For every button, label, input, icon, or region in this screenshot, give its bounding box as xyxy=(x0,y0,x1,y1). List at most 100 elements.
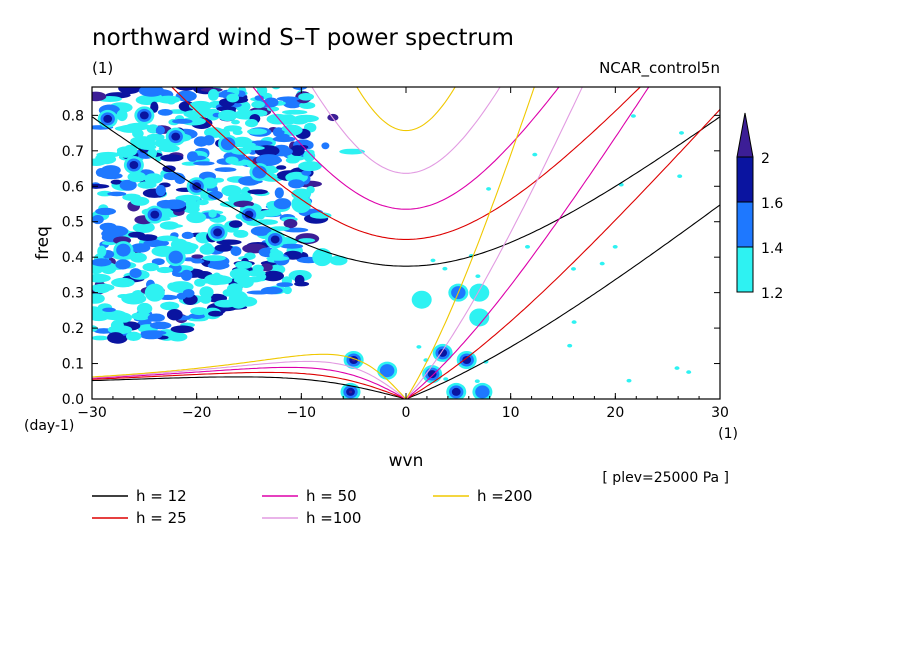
legend: h = 12 h = 25 h = 50 h =100 h =200 xyxy=(92,487,532,527)
spectrum-speckle xyxy=(292,87,308,91)
spectrum-speckle xyxy=(251,100,265,109)
spectrum-speckle xyxy=(260,263,273,272)
spectrum-blob xyxy=(265,230,286,249)
spectrum-speckle xyxy=(116,109,128,122)
axis-ticks: −30 −20 −10 0 10 20 30 0.0 0.1 0.2 0.3 0.4 0.5 0.6 0.7… xyxy=(62,87,729,421)
x-tick-label: 20 xyxy=(606,405,624,421)
spectrum-blob xyxy=(134,106,155,125)
spectrum-speckle xyxy=(123,144,138,157)
spectrum-speckle xyxy=(214,167,237,173)
spectrum-speckle xyxy=(298,93,314,101)
spectrum-speckle xyxy=(110,179,123,185)
spectrum-speckle xyxy=(92,214,104,225)
spectrum-speckle xyxy=(288,179,305,189)
spectrum-speckle xyxy=(190,155,207,161)
colorbar-label: 1.6 xyxy=(761,196,783,212)
spectrum-speckle xyxy=(226,93,240,103)
spectrum-speckle xyxy=(175,87,198,91)
spectrum-speckle xyxy=(193,161,215,166)
spectrum-speckle xyxy=(256,273,267,281)
spectrum-speckle xyxy=(229,283,240,291)
spectrum-speckle xyxy=(250,140,273,146)
spectrum-speckle xyxy=(223,125,242,132)
spectrum-speckle xyxy=(271,87,281,90)
plot-area xyxy=(92,78,720,399)
spectrum-speckle xyxy=(92,293,105,304)
spectrum-speckle xyxy=(92,158,106,166)
spectrum-speckle xyxy=(203,135,215,146)
spectrum-speckle xyxy=(146,133,165,141)
spectrum-speckle xyxy=(175,90,197,102)
spectrum-speckle xyxy=(118,87,141,94)
spectrum-speckle xyxy=(139,330,163,340)
colorbar-label: 1.4 xyxy=(761,241,783,257)
spectrum-speckle xyxy=(298,238,316,243)
x-tick-label: 30 xyxy=(711,405,729,421)
spectrum-speckle xyxy=(157,109,173,116)
spectrum-speckle xyxy=(144,173,163,184)
spectrum-blob xyxy=(340,382,361,399)
spectrum-speckle xyxy=(474,379,480,384)
colorbar-label: 2 xyxy=(761,151,770,167)
spectrum-speckle xyxy=(231,119,240,125)
spectrum-speckle xyxy=(229,220,243,228)
spectrum-speckle xyxy=(525,245,530,249)
y-tick-label: 0.4 xyxy=(62,250,84,266)
spectrum-speckle xyxy=(252,264,264,273)
spectrum-blob xyxy=(207,223,228,242)
legend-label: h = 50 xyxy=(306,487,357,505)
spectrum-speckle xyxy=(107,191,127,197)
spectrum-speckle xyxy=(677,174,683,178)
spectrum-field xyxy=(92,78,692,399)
y-unit-label: (day-1) xyxy=(24,418,74,434)
spectrum-speckle xyxy=(117,294,131,299)
spectrum-speckle xyxy=(235,261,253,269)
spectrum-speckle xyxy=(110,319,124,331)
spectrum-speckle xyxy=(236,276,250,286)
spectrum-speckle xyxy=(209,258,229,270)
colorbar-label: 1.2 xyxy=(761,286,783,302)
spectrum-speckle xyxy=(97,245,107,257)
spectrum-speckle xyxy=(281,126,302,133)
spectrum-speckle xyxy=(158,144,180,153)
spectrum-blob xyxy=(165,127,186,146)
spectrum-speckle xyxy=(208,209,217,218)
spectrum-speckle xyxy=(475,274,481,279)
legend-label: h =100 xyxy=(306,509,361,527)
spectrum-speckle xyxy=(183,110,204,118)
plev-note: [ plev=25000 Pa ] xyxy=(602,470,729,486)
spectrum-speckle xyxy=(116,78,137,83)
spectrum-speckle xyxy=(147,313,165,322)
spectrum-speckle xyxy=(233,229,249,238)
dispersion-curves xyxy=(92,87,720,399)
spectrum-speckle xyxy=(630,114,636,118)
spectrum-speckle xyxy=(92,335,109,341)
y-tick-label: 0.1 xyxy=(62,357,84,373)
spectrum-speckle xyxy=(126,331,142,341)
spectrum-speckle xyxy=(96,151,120,158)
spectrum-speckle xyxy=(329,255,348,266)
spectrum-speckle xyxy=(416,345,422,349)
spectrum-speckle xyxy=(107,332,125,344)
spectrum-speckle xyxy=(139,144,157,150)
y-tick-label: 0.7 xyxy=(62,144,84,160)
spectrum-speckle xyxy=(301,170,312,176)
spectrum-speckle xyxy=(175,194,201,202)
spectrum-speckle xyxy=(339,148,365,155)
spectrum-speckle xyxy=(166,309,183,321)
spectrum-speckle xyxy=(208,310,224,317)
spectrum-speckle xyxy=(207,89,219,101)
spectrum-blob xyxy=(144,205,165,224)
spectrum-speckle xyxy=(567,343,573,348)
spectrum-speckle xyxy=(128,231,146,238)
spectrum-speckle xyxy=(626,378,632,383)
spectrum-speckle xyxy=(207,78,222,85)
colorbar-segment xyxy=(736,246,754,293)
spectrum-blob xyxy=(446,382,467,399)
spectrum-speckle xyxy=(92,311,110,322)
spectrum-speckle xyxy=(599,261,605,266)
spectrum-speckle xyxy=(127,171,147,183)
legend-entry: h = 50 xyxy=(262,487,357,505)
x-tick-label: 10 xyxy=(502,405,520,421)
chart-subtitle-right: NCAR_control5n xyxy=(599,59,720,78)
